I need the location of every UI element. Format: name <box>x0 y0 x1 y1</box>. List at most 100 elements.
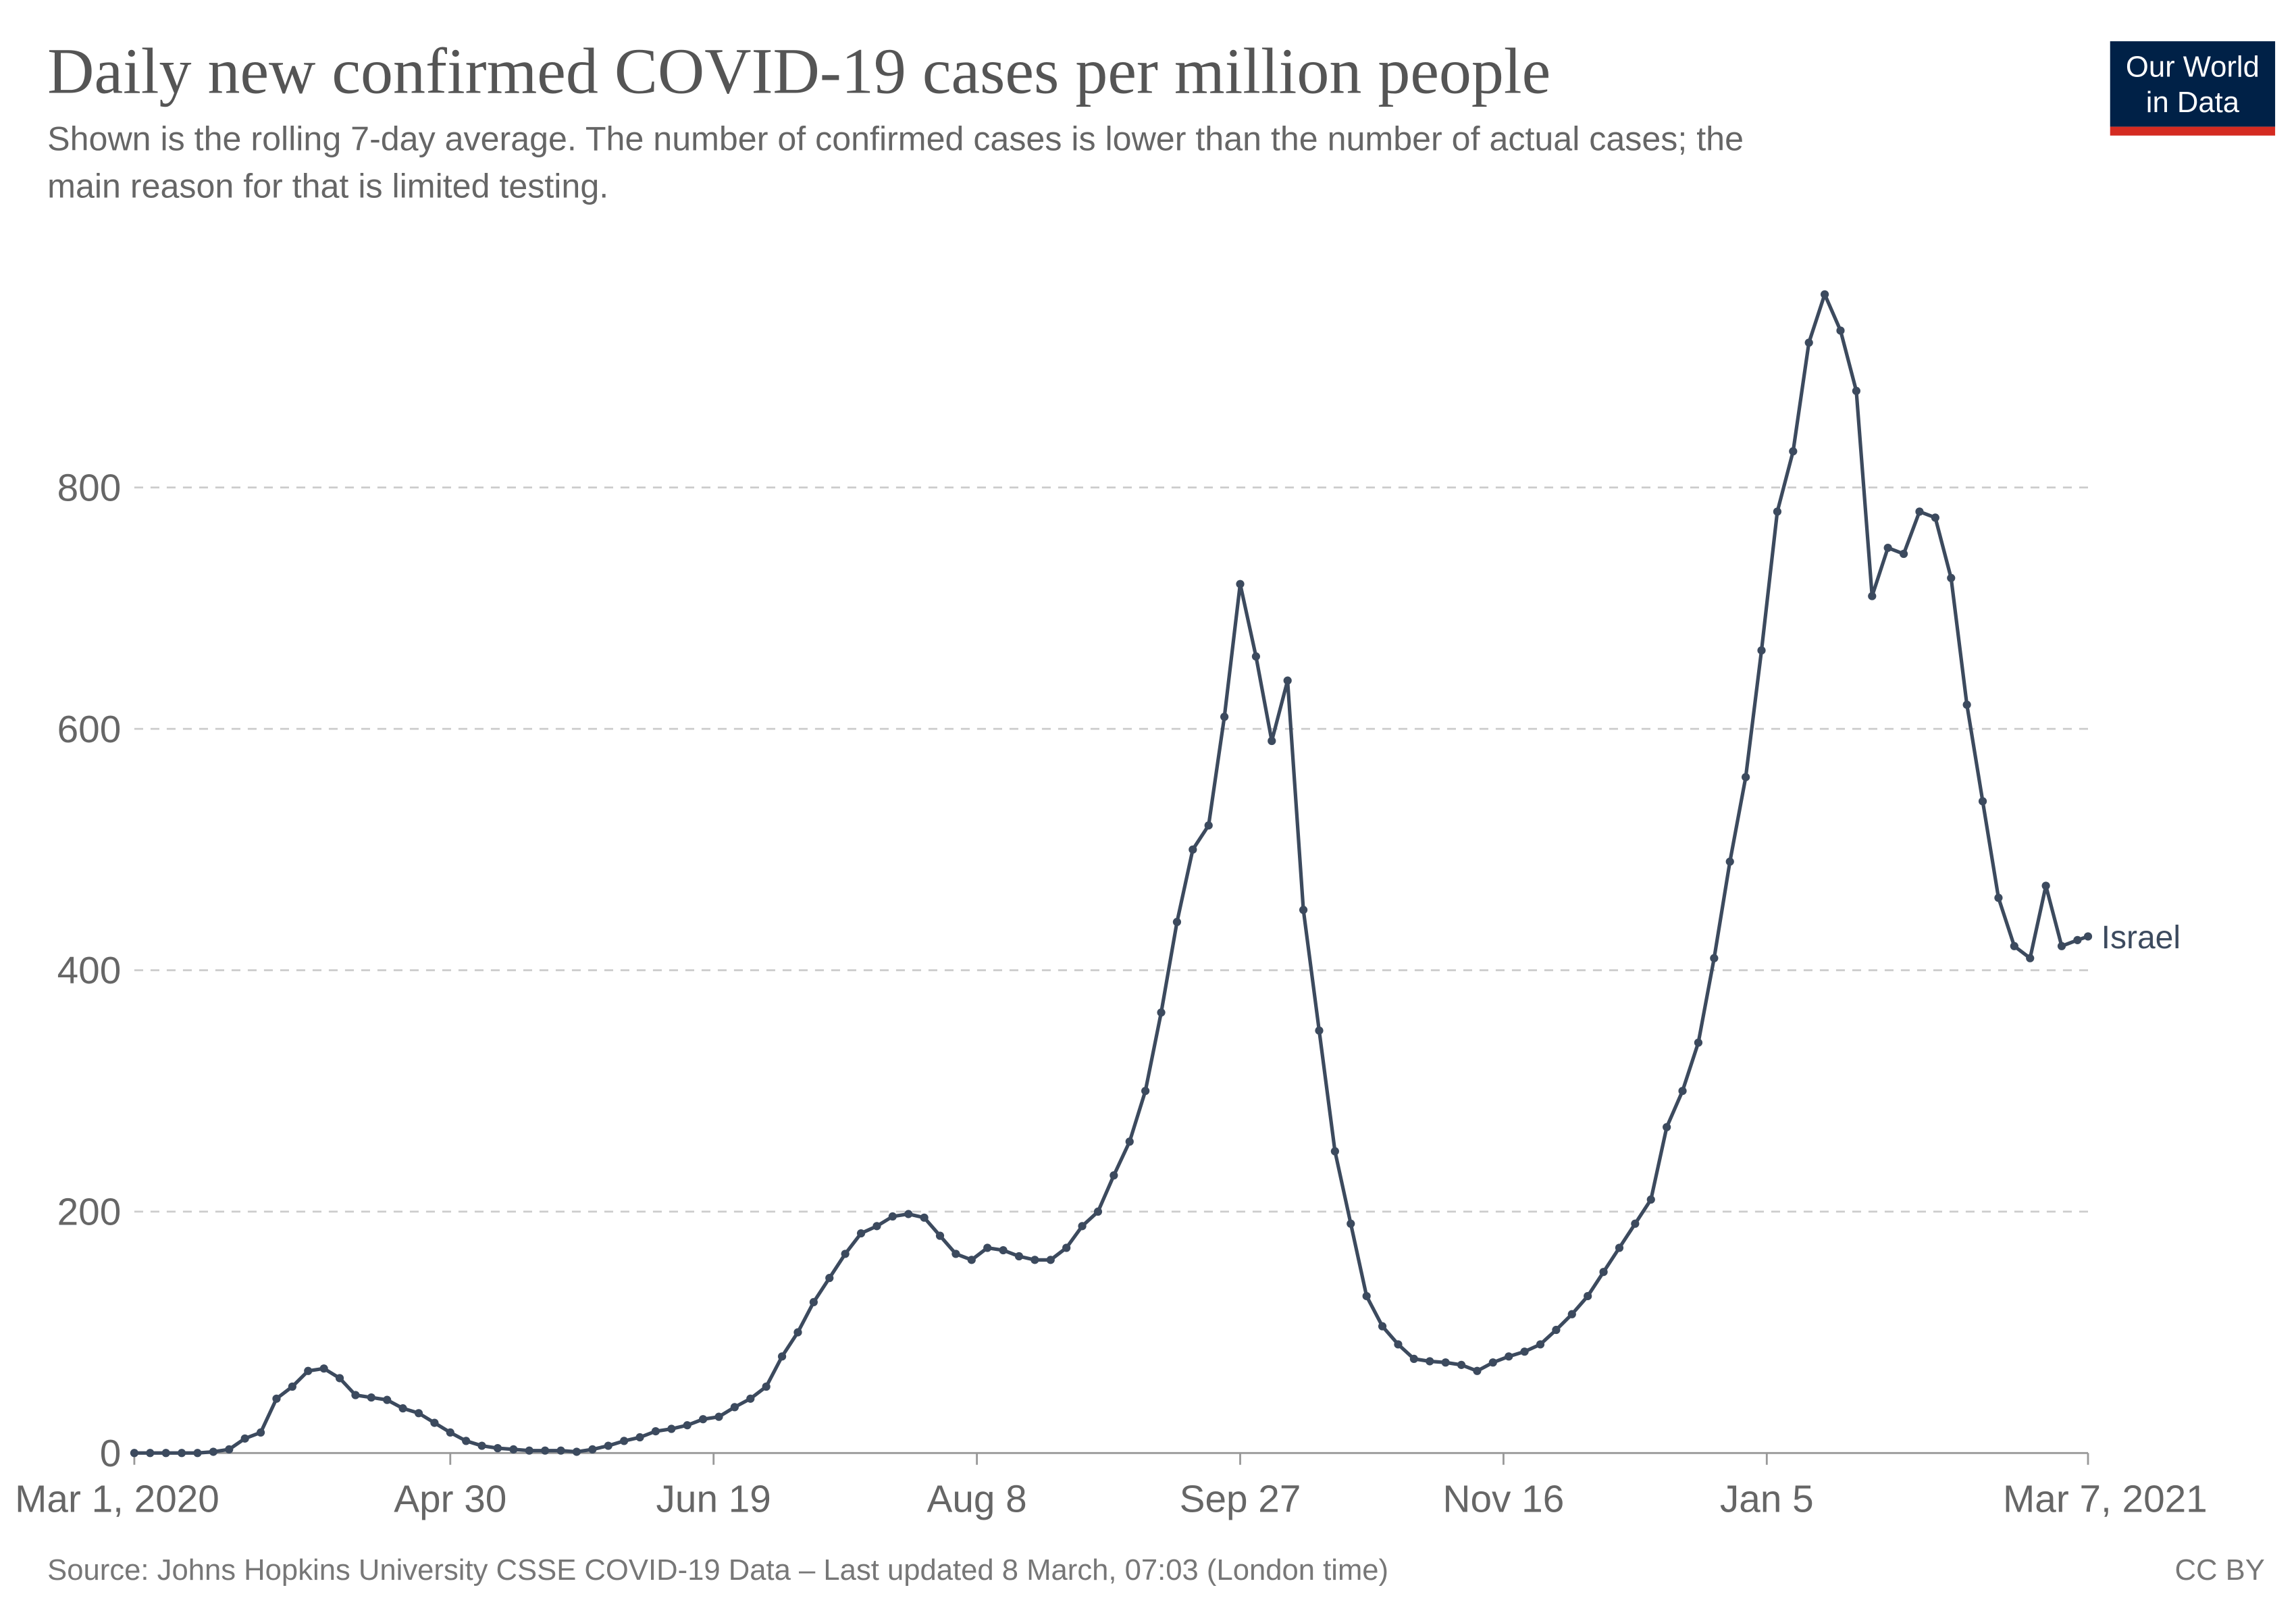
data-point <box>477 1441 486 1450</box>
data-point <box>1552 1325 1561 1335</box>
data-point <box>1567 1310 1576 1318</box>
data-point <box>1947 573 1956 582</box>
data-point <box>1046 1256 1055 1264</box>
data-point <box>1899 549 1908 559</box>
data-point <box>2057 942 2066 950</box>
data-point <box>793 1328 802 1337</box>
data-point <box>1078 1222 1087 1231</box>
data-point <box>1062 1243 1071 1252</box>
data-point <box>1820 290 1829 299</box>
series-label: Israel <box>2102 920 2181 956</box>
y-tick-label: 200 <box>57 1191 122 1234</box>
data-point <box>240 1434 249 1443</box>
data-point <box>730 1403 739 1412</box>
data-point <box>1852 386 1860 395</box>
x-tick-label: Jun 19 <box>656 1478 771 1521</box>
y-tick-label: 400 <box>57 950 122 992</box>
logo-box <box>2110 41 2276 127</box>
data-point <box>1236 580 1245 588</box>
data-point <box>446 1428 454 1437</box>
data-point <box>1283 676 1292 685</box>
subtitle: main reason for that is limited testing. <box>47 167 608 205</box>
data-point <box>904 1210 913 1218</box>
data-point <box>1536 1340 1545 1349</box>
data-point <box>999 1245 1008 1255</box>
chart-title: Daily new confirmed COVID-19 cases per m… <box>47 34 1550 107</box>
data-point <box>304 1366 313 1375</box>
data-point <box>177 1449 186 1458</box>
data-point <box>225 1445 234 1454</box>
data-point <box>651 1426 660 1436</box>
data-point <box>777 1352 787 1361</box>
data-point <box>130 1449 139 1458</box>
data-point <box>888 1212 897 1221</box>
data-point <box>2083 932 2093 941</box>
background <box>6 0 2290 1621</box>
data-point <box>983 1243 992 1252</box>
data-point <box>272 1394 281 1403</box>
data-point <box>1394 1340 1403 1349</box>
data-point <box>683 1421 692 1430</box>
data-point <box>1505 1352 1513 1361</box>
data-point <box>146 1449 155 1458</box>
data-point <box>1978 797 1987 806</box>
data-point <box>1110 1171 1118 1180</box>
data-point <box>1962 700 1971 709</box>
source: Source: Johns Hopkins University CSSE CO… <box>47 1554 1388 1587</box>
x-tick-label: Aug 8 <box>927 1478 1026 1521</box>
data-point <box>951 1250 960 1258</box>
data-point <box>1742 773 1750 781</box>
data-point <box>1220 713 1229 721</box>
data-point <box>1994 894 2003 902</box>
data-point <box>920 1213 929 1222</box>
data-point <box>1189 845 1197 854</box>
data-point <box>1315 1026 1324 1035</box>
data-point <box>1584 1291 1592 1301</box>
data-point <box>556 1446 565 1455</box>
data-point <box>667 1424 676 1433</box>
data-point <box>2010 942 2018 950</box>
data-point <box>414 1409 423 1418</box>
data-point <box>604 1441 612 1450</box>
data-point <box>209 1447 217 1456</box>
data-point <box>509 1445 518 1454</box>
data-point <box>2073 935 2082 944</box>
x-tick-label: Sep 27 <box>1180 1478 1301 1521</box>
data-point <box>1457 1360 1466 1369</box>
data-point <box>1836 326 1845 335</box>
data-point <box>1789 447 1798 456</box>
data-point <box>493 1444 502 1453</box>
data-point <box>698 1415 708 1424</box>
data-point <box>872 1222 881 1231</box>
x-tick-label: Jan 5 <box>1720 1478 1814 1521</box>
data-point <box>1014 1252 1024 1261</box>
data-point <box>1615 1243 1624 1252</box>
data-point <box>1172 917 1182 927</box>
data-point <box>161 1449 170 1458</box>
data-point <box>1773 507 1782 516</box>
data-point <box>1299 906 1308 915</box>
data-point <box>1599 1268 1608 1277</box>
data-point <box>746 1394 755 1403</box>
data-point <box>935 1231 945 1240</box>
data-point <box>383 1395 392 1404</box>
data-point <box>1868 592 1877 600</box>
data-point <box>335 1374 344 1383</box>
data-point <box>967 1256 976 1264</box>
license[interactable]: CC BY <box>2174 1554 2264 1587</box>
data-point <box>525 1446 533 1455</box>
data-point <box>825 1274 834 1283</box>
data-point <box>1710 954 1719 962</box>
data-point <box>430 1418 439 1427</box>
data-point <box>398 1404 407 1413</box>
logo[interactable]: Our World in Data <box>2110 41 2276 136</box>
x-tick-label: Apr 30 <box>394 1478 506 1521</box>
data-point <box>1362 1291 1371 1301</box>
subtitle: Shown is the rolling 7-day average. The … <box>47 120 1744 158</box>
data-point <box>588 1445 597 1454</box>
data-point <box>1678 1087 1687 1096</box>
data-point <box>620 1437 629 1445</box>
data-point <box>1520 1347 1529 1356</box>
data-point <box>1093 1207 1103 1216</box>
